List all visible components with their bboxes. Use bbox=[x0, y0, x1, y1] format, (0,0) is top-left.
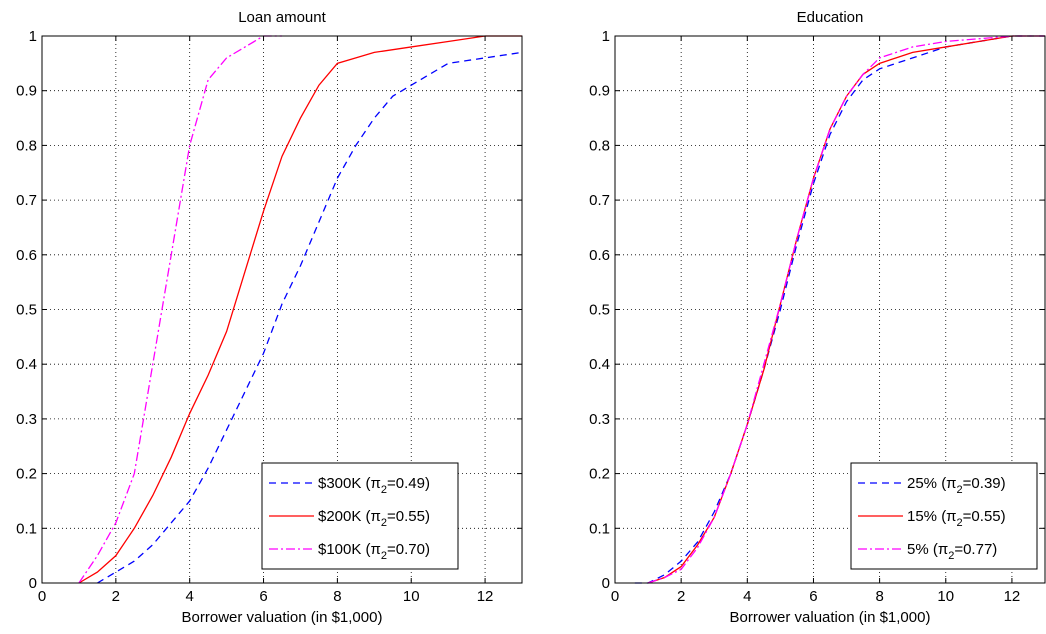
x-tick-label: 12 bbox=[1004, 588, 1021, 605]
legend-label-value: =0.77) bbox=[954, 541, 997, 558]
y-tick-label: 0.2 bbox=[589, 466, 610, 483]
x-tick-label: 10 bbox=[937, 588, 954, 605]
x-tick-label: 10 bbox=[403, 588, 420, 605]
series-line-$200K bbox=[78, 35, 522, 584]
legend-label-value: =0.49) bbox=[387, 475, 430, 492]
y-tick-label: 0.9 bbox=[589, 83, 610, 100]
y-tick-label: 0.9 bbox=[16, 83, 37, 100]
legend-label-main: 15% (π bbox=[907, 508, 957, 525]
series-line-5% bbox=[647, 35, 1045, 584]
x-tick-label: 0 bbox=[38, 588, 46, 605]
series-line-$100K bbox=[78, 35, 282, 584]
legend: 25% (π2=0.39)15% (π2=0.55)5% (π2=0.77) bbox=[850, 462, 1038, 570]
y-tick-label: 0.8 bbox=[16, 137, 37, 154]
y-tick-label: 0.5 bbox=[589, 302, 610, 319]
series-line-15% bbox=[647, 35, 1045, 584]
chart-panel-1: 0 2 4 6 8 10 12 0 0.1 0.2 0.3 0.4 0.5 0.6 0.7 0.8 0.9 1 Ed… bbox=[589, 9, 1046, 626]
legend-label-$100K: $100K (π2=0.70) bbox=[318, 541, 430, 562]
series-line-25% bbox=[634, 35, 1045, 584]
x-tick-label: 4 bbox=[743, 588, 751, 605]
x-tick-label: 6 bbox=[809, 588, 817, 605]
legend-label-value: =0.55) bbox=[963, 508, 1006, 525]
y-tick-label: 0.4 bbox=[589, 356, 610, 373]
y-tick-label: 0.3 bbox=[16, 411, 37, 428]
y-tick-label: 0.4 bbox=[16, 356, 37, 373]
legend-label-main: $200K (π bbox=[318, 508, 381, 525]
y-tick-label: 0.5 bbox=[16, 302, 37, 319]
legend-label-value: =0.55) bbox=[387, 508, 430, 525]
legend: $300K (π2=0.49)$200K (π2=0.55)$100K (π2=… bbox=[261, 462, 459, 570]
x-tick-label: 0 bbox=[611, 588, 619, 605]
legend-label-subscript: 2 bbox=[957, 517, 963, 529]
x-axis-label: Borrower valuation (in $1,000) bbox=[730, 609, 931, 626]
legend-label-$300K: $300K (π2=0.49) bbox=[318, 475, 430, 496]
y-tick-label: 0.3 bbox=[589, 411, 610, 428]
x-tick-label: 2 bbox=[112, 588, 120, 605]
legend-label-subscript: 2 bbox=[381, 550, 387, 562]
y-tick-label: 0.1 bbox=[16, 520, 37, 537]
series-line-$300K bbox=[97, 51, 523, 584]
chart-title: Education bbox=[797, 9, 864, 26]
y-tick-label: 0.6 bbox=[589, 247, 610, 264]
y-tick-label: 0.8 bbox=[589, 137, 610, 154]
legend-label-main: 5% (π bbox=[907, 541, 948, 558]
legend-label-value: =0.70) bbox=[387, 541, 430, 558]
x-axis-label: Borrower valuation (in $1,000) bbox=[182, 609, 383, 626]
y-tick-label: 0.2 bbox=[16, 466, 37, 483]
y-tick-label: 0.7 bbox=[16, 192, 37, 209]
chart-panel-0: 0 2 4 6 8 10 12 0 0.1 0.2 0.3 0.4 0.5 0.6 0.7 0.8 0.9 1 Lo… bbox=[16, 9, 523, 626]
y-tick-label: 0.1 bbox=[589, 520, 610, 537]
legend-label-25%: 25% (π2=0.39) bbox=[907, 475, 1006, 496]
legend-label-subscript: 2 bbox=[381, 484, 387, 496]
y-tick-label: 0.7 bbox=[589, 192, 610, 209]
x-tick-label: 2 bbox=[677, 588, 685, 605]
x-tick-label: 8 bbox=[333, 588, 341, 605]
legend-label-main: $100K (π bbox=[318, 541, 381, 558]
y-tick-label: 0 bbox=[602, 575, 610, 592]
y-tick-label: 0.6 bbox=[16, 247, 37, 264]
x-tick-label: 12 bbox=[477, 588, 494, 605]
legend-label-main: $300K (π bbox=[318, 475, 381, 492]
y-tick-label: 1 bbox=[29, 28, 37, 45]
y-tick-label: 0 bbox=[29, 575, 37, 592]
legend-label-main: 25% (π bbox=[907, 475, 957, 492]
legend-label-15%: 15% (π2=0.55) bbox=[907, 508, 1006, 529]
legend-label-5%: 5% (π2=0.77) bbox=[907, 541, 997, 562]
legend-label-subscript: 2 bbox=[381, 517, 387, 529]
x-tick-label: 8 bbox=[875, 588, 883, 605]
y-tick-label: 1 bbox=[602, 28, 610, 45]
x-tick-label: 6 bbox=[259, 588, 267, 605]
legend-label-subscript: 2 bbox=[948, 550, 954, 562]
chart-title: Loan amount bbox=[238, 9, 326, 26]
x-tick-label: 4 bbox=[186, 588, 194, 605]
legend-label-value: =0.39) bbox=[963, 475, 1006, 492]
legend-label-$200K: $200K (π2=0.55) bbox=[318, 508, 430, 529]
legend-label-subscript: 2 bbox=[957, 484, 963, 496]
